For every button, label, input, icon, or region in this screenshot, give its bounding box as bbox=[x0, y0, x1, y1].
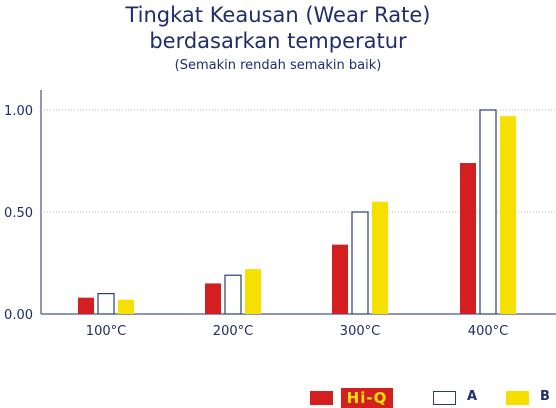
bar-hi-q-2 bbox=[332, 244, 348, 314]
legend-swatch-b bbox=[506, 391, 529, 405]
legend-label-a: A bbox=[467, 389, 478, 404]
bar-a-2 bbox=[351, 211, 369, 315]
bar-b-1 bbox=[245, 269, 261, 314]
bar-b-3 bbox=[500, 116, 516, 315]
bar-a-3 bbox=[479, 109, 497, 315]
chart-subtitle: (Semakin rendah semakin baik) bbox=[174, 58, 382, 73]
legend-label-hiq: Hi-Q bbox=[341, 388, 393, 408]
bar-hi-q-1 bbox=[205, 283, 221, 314]
legend-swatch-a bbox=[433, 391, 456, 405]
bar-b-0 bbox=[118, 299, 134, 314]
bar-a-0 bbox=[97, 293, 115, 315]
y-tick-label: 0.00 bbox=[4, 308, 33, 323]
x-tick-label: 100°C bbox=[86, 324, 126, 339]
legend-swatch-hiq bbox=[310, 391, 333, 405]
bar-b-2 bbox=[372, 201, 388, 314]
bar-hi-q-0 bbox=[78, 297, 94, 314]
chart-title-line-1: Tingkat Keausan (Wear Rate) bbox=[125, 3, 431, 27]
x-tick-label: 300°C bbox=[340, 324, 380, 339]
legend-label-b: B bbox=[540, 389, 550, 404]
x-tick-label: 400°C bbox=[468, 324, 508, 339]
y-tick-label: 0.50 bbox=[4, 206, 33, 221]
x-tick-label: 200°C bbox=[213, 324, 253, 339]
y-tick-label: 1.00 bbox=[4, 104, 33, 119]
chart-title-line-2: berdasarkan temperatur bbox=[149, 29, 407, 53]
bar-a-1 bbox=[224, 274, 242, 315]
bar-hi-q-3 bbox=[460, 163, 476, 314]
